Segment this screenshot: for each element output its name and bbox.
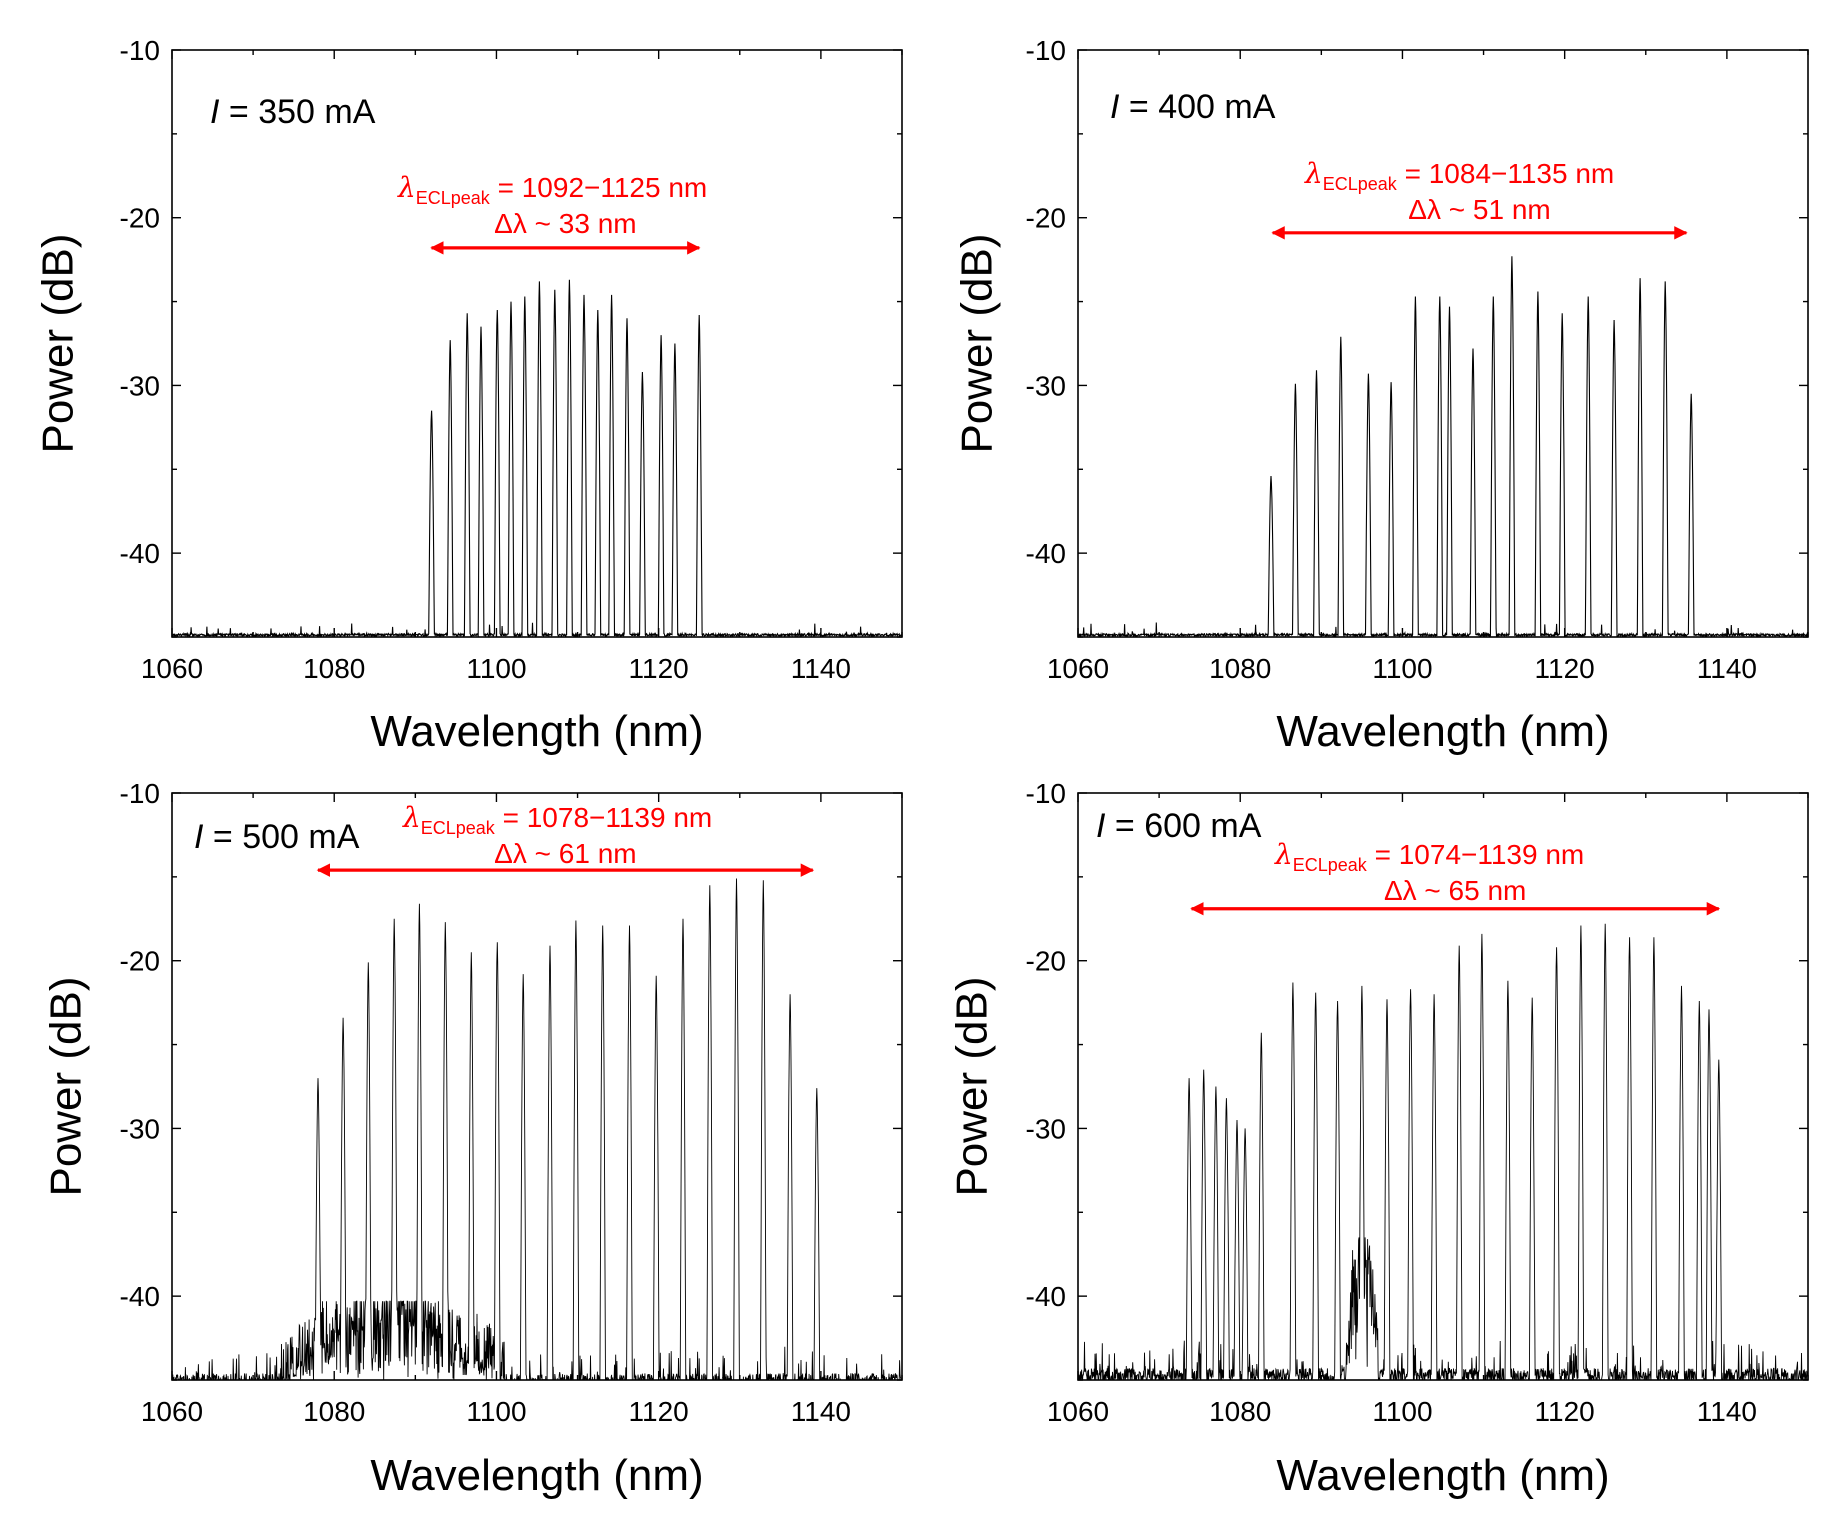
spectrum-trace xyxy=(1078,923,1808,1380)
spectrum-trace xyxy=(1078,256,1808,637)
delta-lambda-annotation: Δλ ~ 33 nm xyxy=(494,208,636,239)
lambda-subscript: ECLpeak xyxy=(1323,174,1398,194)
plot-frame xyxy=(1077,49,1809,638)
y-tick-label: -20 xyxy=(120,946,160,977)
x-axis-label: Wavelength (nm) xyxy=(1276,1451,1609,1500)
lambda-symbol: λ xyxy=(1304,157,1323,190)
y-axis-label: Power (dB) xyxy=(948,976,997,1196)
y-axis-label: Power (dB) xyxy=(953,233,1002,453)
chart-panel-top-right: 1060 1080 1100 1120 1140 -10 -20 -30 -40 Waveleng… xyxy=(953,35,1809,756)
delta-lambda-annotation: Δλ ~ 65 nm xyxy=(1384,875,1526,906)
x-tick-label: 1060 xyxy=(141,1396,203,1427)
y-tick-label: -30 xyxy=(120,1113,160,1144)
y-tick-label: -30 xyxy=(120,370,160,401)
x-axis-label: Wavelength (nm) xyxy=(1276,707,1609,756)
y-tick-label: -10 xyxy=(120,35,160,66)
spectrum-trace xyxy=(172,279,902,637)
y-tick-label: -10 xyxy=(1026,35,1066,66)
x-tick-label: 1100 xyxy=(466,1396,526,1427)
current-symbol: I xyxy=(194,818,204,856)
plot-frame xyxy=(171,792,903,1381)
x-tick-label: 1100 xyxy=(1372,653,1432,684)
y-axis-label: Power (dB) xyxy=(34,233,83,453)
x-tick-label: 1140 xyxy=(1697,1396,1757,1427)
lambda-subscript: ECLpeak xyxy=(416,188,491,208)
x-tick-label: 1140 xyxy=(791,653,851,684)
lambda-symbol: λ xyxy=(1274,838,1293,871)
x-tick-label: 1080 xyxy=(303,1396,365,1427)
y-tick-label: -40 xyxy=(120,538,160,569)
lambda-subscript: ECLpeak xyxy=(1293,855,1368,875)
lambda-symbol: λ xyxy=(402,801,421,834)
chart-panel-bottom-left: 1060 1080 1100 1120 1140 -10 -20 -30 -40 Waveleng… xyxy=(42,778,903,1500)
current-value: = 500 mA xyxy=(203,818,359,856)
range-value: = 1078−1139 nm xyxy=(495,802,712,833)
x-tick-label: 1120 xyxy=(629,653,689,684)
x-tick-label: 1140 xyxy=(791,1396,851,1427)
plot-frame xyxy=(171,49,903,638)
x-tick-label: 1060 xyxy=(1047,653,1109,684)
y-tick-label: -20 xyxy=(120,203,160,234)
current-symbol: I xyxy=(210,93,220,131)
x-axis-label: Wavelength (nm) xyxy=(370,707,703,756)
delta-lambda-annotation: Δλ ~ 61 nm xyxy=(494,838,636,869)
range-annotation: λECLpeak = 1092−1125 nm xyxy=(397,171,707,208)
y-axis-label: Power (dB) xyxy=(42,976,91,1196)
range-annotation: λECLpeak = 1084−1135 nm xyxy=(1304,157,1614,194)
x-tick-label: 1080 xyxy=(1209,653,1271,684)
x-tick-label: 1140 xyxy=(1697,653,1757,684)
range-value: = 1074−1139 nm xyxy=(1367,839,1584,870)
chart-panel-top-left: 1060 1080 1100 1120 1140 -10 -20 -30 -40 Waveleng… xyxy=(34,35,903,756)
x-tick-label: 1100 xyxy=(1372,1396,1432,1427)
delta-lambda-annotation: Δλ ~ 51 nm xyxy=(1408,194,1550,225)
current-annotation: I = 500 mA xyxy=(194,818,360,856)
x-tick-label: 1120 xyxy=(629,1396,689,1427)
y-tick-label: -30 xyxy=(1026,370,1066,401)
current-symbol: I xyxy=(1096,807,1106,845)
plot-frame xyxy=(1077,792,1809,1381)
current-annotation: I = 350 mA xyxy=(210,93,376,131)
lambda-subscript: ECLpeak xyxy=(421,818,496,838)
spectrum-trace xyxy=(172,878,902,1380)
x-tick-label: 1080 xyxy=(1209,1396,1271,1427)
x-tick-label: 1120 xyxy=(1535,653,1595,684)
range-annotation: λECLpeak = 1078−1139 nm xyxy=(402,801,712,838)
x-tick-label: 1080 xyxy=(303,653,365,684)
x-tick-label: 1060 xyxy=(141,653,203,684)
y-tick-label: -40 xyxy=(1026,1281,1066,1312)
current-annotation: I = 400 mA xyxy=(1110,88,1276,126)
current-value: = 600 mA xyxy=(1105,807,1261,845)
y-tick-label: -30 xyxy=(1026,1113,1066,1144)
range-value: = 1092−1125 nm xyxy=(490,172,707,203)
current-value: = 400 mA xyxy=(1119,88,1275,126)
x-tick-label: 1060 xyxy=(1047,1396,1109,1427)
current-value: = 350 mA xyxy=(219,93,375,131)
y-tick-label: -20 xyxy=(1026,946,1066,977)
y-tick-label: -10 xyxy=(1026,778,1066,809)
y-tick-label: -40 xyxy=(1026,538,1066,569)
y-tick-label: -20 xyxy=(1026,203,1066,234)
x-axis-label: Wavelength (nm) xyxy=(370,1451,703,1500)
lambda-symbol: λ xyxy=(397,171,416,204)
current-annotation: I = 600 mA xyxy=(1096,807,1262,845)
y-tick-label: -10 xyxy=(120,778,160,809)
x-tick-label: 1100 xyxy=(466,653,526,684)
current-symbol: I xyxy=(1110,88,1120,126)
x-tick-label: 1120 xyxy=(1535,1396,1595,1427)
y-tick-label: -40 xyxy=(120,1281,160,1312)
range-value: = 1084−1135 nm xyxy=(1397,158,1614,189)
range-annotation: λECLpeak = 1074−1139 nm xyxy=(1274,838,1584,875)
chart-panel-bottom-right: 1060 1080 1100 1120 1140 -10 -20 -30 -40 Waveleng… xyxy=(948,778,1809,1500)
